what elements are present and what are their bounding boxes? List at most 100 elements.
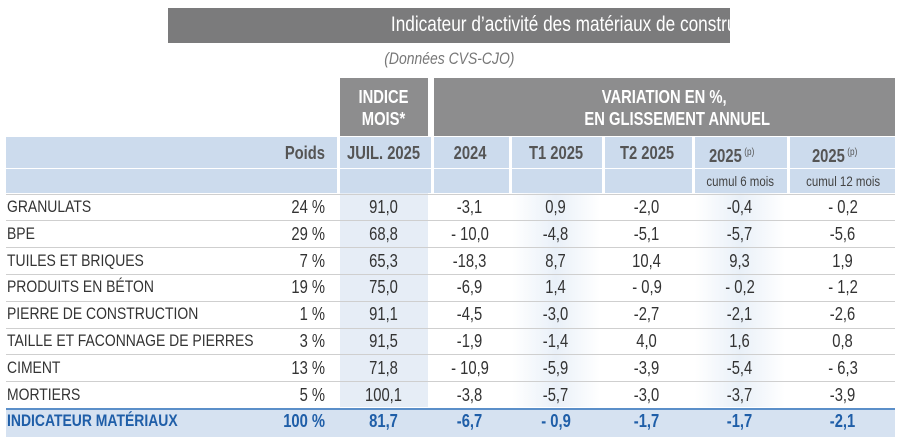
row-value: - 6,3 bbox=[743, 358, 900, 378]
row-weight: 7 % bbox=[294, 251, 325, 271]
column-header-text: T1 2025 bbox=[528, 143, 584, 163]
row-value-text: -3,1 bbox=[457, 197, 483, 217]
row-value: -2,6 bbox=[743, 304, 900, 324]
row-weight-text: 5 % bbox=[299, 384, 325, 405]
row-weight-text: 29 % bbox=[291, 223, 325, 244]
row-separator bbox=[6, 194, 895, 195]
total-value: -6,7 bbox=[370, 411, 570, 431]
row-value: -0,4 bbox=[640, 197, 840, 217]
row-value-text: -1,9 bbox=[457, 331, 483, 351]
column-header-text: JUIL. 2025 bbox=[347, 143, 421, 163]
row-value-text: 9,3 bbox=[729, 250, 751, 271]
variation-header-text: EN GLISSEMENT ANNUEL bbox=[584, 109, 770, 129]
index-header-box bbox=[340, 78, 428, 136]
total-value-text: -2,1 bbox=[830, 411, 856, 431]
row-value: - 0,9 bbox=[547, 277, 747, 297]
row-value: -3,8 bbox=[370, 385, 570, 405]
row-value-text: -0,4 bbox=[727, 197, 753, 217]
row-separator bbox=[6, 220, 895, 221]
row-value: 1,4 bbox=[456, 277, 656, 297]
row-value: - 10,9 bbox=[370, 358, 570, 378]
header-row-separator bbox=[6, 168, 895, 169]
column-header: 2025 (p) bbox=[735, 143, 900, 166]
row-value-text: -5,4 bbox=[727, 357, 753, 378]
row-value-text: -3,8 bbox=[457, 384, 483, 405]
row-value-text: 68,8 bbox=[369, 223, 399, 244]
total-value-text: -6,7 bbox=[457, 411, 483, 431]
row-value: -2,0 bbox=[547, 197, 747, 217]
column-header-text: 2024 bbox=[453, 143, 487, 163]
row-value: -5,4 bbox=[640, 358, 840, 378]
row-label: MORTIERS bbox=[7, 385, 96, 405]
header-row-bg bbox=[6, 137, 895, 193]
row-value-text: - 0,2 bbox=[725, 277, 755, 298]
variation-header-text: VARIATION EN %, bbox=[601, 87, 727, 107]
total-value-text: -1,7 bbox=[634, 411, 660, 431]
column-separator bbox=[692, 137, 695, 193]
column-header-text: T2 2025 bbox=[619, 143, 675, 163]
row-weight: 1 % bbox=[294, 304, 325, 324]
column-header-text: 2025 (p) bbox=[812, 146, 858, 166]
row-value-text: 1,4 bbox=[545, 277, 567, 298]
variation-header: EN GLISSEMENT ANNUEL bbox=[564, 109, 770, 129]
row-value: 91,0 bbox=[284, 197, 484, 217]
row-value-text: 91,0 bbox=[369, 197, 399, 217]
row-value-text: 10,4 bbox=[632, 250, 662, 271]
total-value-text: -1,7 bbox=[727, 411, 753, 431]
total-value: -2,1 bbox=[743, 411, 900, 431]
index-header: INDICE bbox=[284, 87, 484, 107]
row-value: 1,9 bbox=[743, 251, 900, 271]
row-value: 8,7 bbox=[456, 251, 656, 271]
index-header-text: MOIS* bbox=[362, 109, 406, 129]
row-value: - 0,2 bbox=[743, 197, 900, 217]
row-value-text: - 10,0 bbox=[451, 223, 489, 244]
column-header: 2025 (p) bbox=[632, 143, 832, 166]
column-header: T1 2025 bbox=[456, 143, 656, 163]
row-value: 75,0 bbox=[284, 277, 484, 297]
row-weight-text: 19 % bbox=[291, 277, 325, 298]
row-value: 91,5 bbox=[284, 331, 484, 351]
total-row-bg bbox=[6, 408, 895, 437]
row-value-text: -5,7 bbox=[727, 223, 753, 244]
row-value-text: -5,9 bbox=[543, 357, 569, 378]
row-value: 1,6 bbox=[640, 331, 840, 351]
row-value-text: -18,3 bbox=[453, 250, 487, 271]
column-note-text: cumul 6 mois bbox=[706, 173, 774, 189]
total-label-text: INDICATEUR MATÉRIAUX bbox=[7, 411, 178, 430]
row-label: GRANULATS bbox=[7, 197, 110, 217]
row-label: TUILES ET BRIQUES bbox=[7, 251, 174, 271]
total-value-text: 81,7 bbox=[369, 411, 399, 431]
variation-header: VARIATION EN %, bbox=[564, 87, 764, 107]
row-value: 100,1 bbox=[284, 385, 484, 405]
row-value: 10,4 bbox=[547, 251, 747, 271]
row-weight: 19 % bbox=[284, 277, 325, 297]
column-header: Poids bbox=[276, 143, 325, 163]
row-value: -3,9 bbox=[743, 385, 900, 405]
row-value-text: -3,0 bbox=[543, 304, 569, 325]
row-weight: 3 % bbox=[294, 331, 325, 351]
row-value: -3,0 bbox=[456, 304, 656, 324]
row-value: -5,1 bbox=[547, 224, 747, 244]
row-value: - 1,2 bbox=[743, 277, 900, 297]
index-header: MOIS* bbox=[284, 109, 484, 129]
row-value: 0,8 bbox=[743, 331, 900, 351]
row-value: - 10,0 bbox=[370, 224, 570, 244]
index-column-bg bbox=[340, 193, 428, 407]
subtitle-text: (Données CVS-CJO) bbox=[383, 49, 515, 68]
row-value-text: -4,8 bbox=[543, 223, 569, 244]
row-value-text: 0,8 bbox=[832, 331, 854, 351]
row-weight: 13 % bbox=[284, 358, 325, 378]
title-text: Indicateur d’activité des matériaux de c… bbox=[390, 13, 773, 36]
row-value-text: 100,1 bbox=[365, 384, 403, 405]
row-value: 4,0 bbox=[547, 331, 747, 351]
row-label-text: MORTIERS bbox=[7, 384, 81, 404]
row-value: 9,3 bbox=[640, 251, 840, 271]
row-value-text: 91,1 bbox=[369, 304, 399, 325]
row-value-text: -3,9 bbox=[830, 384, 856, 405]
row-value: 68,8 bbox=[284, 224, 484, 244]
row-value-text: 75,0 bbox=[369, 277, 399, 298]
total-value: - 0,9 bbox=[456, 411, 656, 431]
row-value: -4,5 bbox=[370, 304, 570, 324]
row-value-text: 1,6 bbox=[729, 331, 751, 351]
